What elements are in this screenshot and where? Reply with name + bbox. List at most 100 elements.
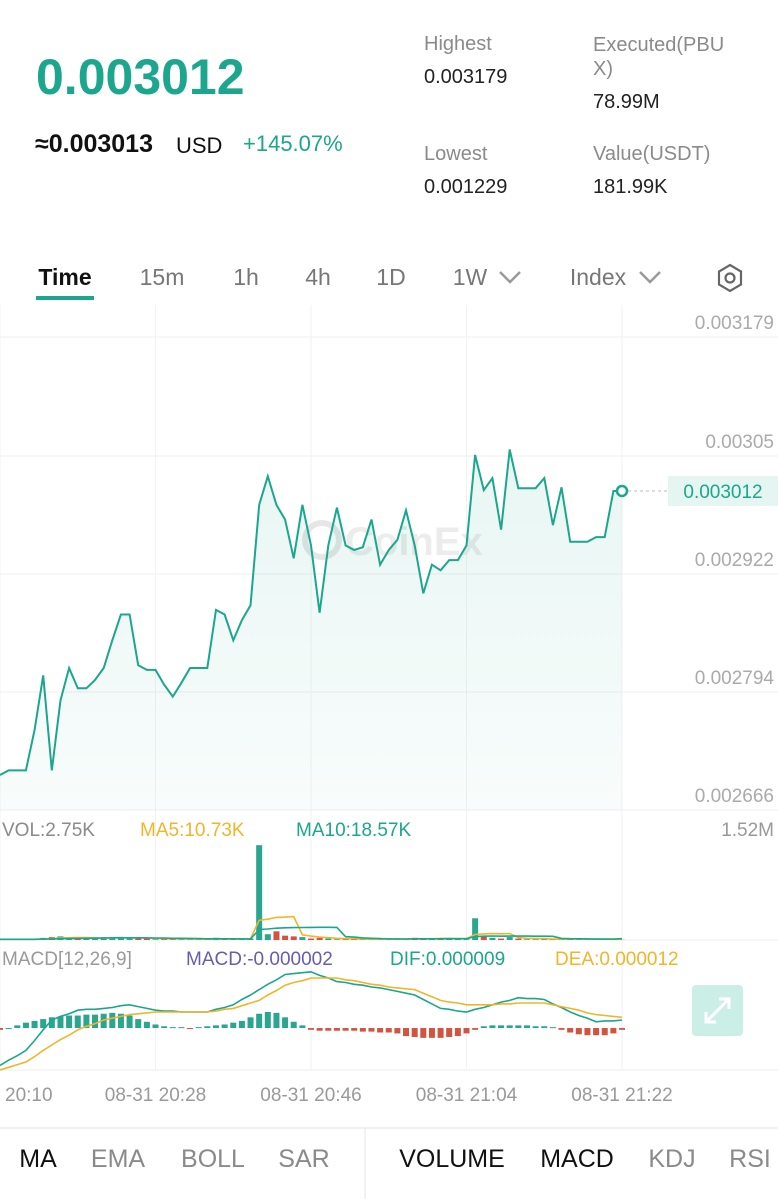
macd-bar bbox=[178, 1027, 185, 1029]
tab[interactable]: 15m bbox=[139, 264, 185, 290]
change: +145.07% bbox=[243, 131, 343, 156]
legend-entry: DIF:0.000009 bbox=[390, 949, 505, 970]
x-tick-label: 08-31 20:28 bbox=[105, 1085, 206, 1106]
volume-bar bbox=[480, 935, 487, 940]
expand-button[interactable] bbox=[692, 985, 743, 1036]
volume-bar bbox=[316, 937, 323, 940]
volume-bar bbox=[489, 937, 496, 940]
macd-bar bbox=[351, 1028, 358, 1031]
macd-bar bbox=[359, 1028, 366, 1032]
last-price-label: 0.003012 bbox=[683, 482, 762, 503]
volume-bar bbox=[135, 937, 142, 940]
macd-bar bbox=[5, 1028, 12, 1030]
macd-bar bbox=[472, 1028, 479, 1030]
dropdown-icon[interactable] bbox=[639, 271, 661, 284]
macd-bar bbox=[411, 1028, 418, 1037]
price-line bbox=[0, 449, 622, 776]
macd-bar bbox=[567, 1028, 574, 1033]
last-price-dot bbox=[615, 484, 629, 498]
y-tick-label: 0.003179 bbox=[695, 313, 774, 334]
macd-bar bbox=[601, 1028, 608, 1036]
indicator-tab[interactable]: MA bbox=[19, 1145, 57, 1173]
indicator-tab[interactable]: SAR bbox=[278, 1145, 330, 1173]
last-price-box bbox=[668, 475, 778, 506]
tab[interactable]: 1W bbox=[452, 264, 488, 290]
settings-icon[interactable] bbox=[717, 263, 743, 293]
macd-bar bbox=[135, 1019, 142, 1029]
legend-entry: DEA:0.000012 bbox=[555, 949, 679, 970]
macd-bar bbox=[221, 1024, 228, 1029]
y-tick-label: 0.00305 bbox=[705, 432, 774, 453]
macd-bar bbox=[377, 1028, 384, 1033]
macd-bar bbox=[282, 1017, 289, 1029]
volume-bar bbox=[506, 937, 513, 940]
volume-bar bbox=[273, 931, 280, 940]
volume-bar bbox=[74, 938, 81, 940]
macd-bar bbox=[40, 1019, 47, 1029]
legend-entry: VOL:2.75K bbox=[2, 820, 95, 841]
macd-line bbox=[0, 977, 623, 1071]
legend-entry: MA5:10.73K bbox=[140, 820, 245, 841]
indicator-tab[interactable]: KDJ bbox=[648, 1145, 696, 1173]
indicator-tab[interactable]: EMA bbox=[90, 1145, 146, 1173]
tab[interactable]: 1h bbox=[233, 264, 259, 290]
tab[interactable]: Index bbox=[569, 264, 627, 290]
macd-bar bbox=[212, 1025, 219, 1029]
macd-bar bbox=[619, 1028, 625, 1030]
macd-bar bbox=[308, 1028, 314, 1030]
volume-bar bbox=[532, 939, 539, 940]
volume-bar bbox=[282, 935, 289, 940]
macd-bar bbox=[385, 1028, 392, 1033]
macd-bar bbox=[541, 1026, 548, 1029]
macd-bar bbox=[299, 1025, 306, 1029]
macd-bar bbox=[506, 1025, 513, 1029]
volume-bar bbox=[109, 937, 116, 940]
volume-bar bbox=[92, 938, 99, 940]
macd-bar bbox=[446, 1028, 453, 1037]
dropdown-icon[interactable] bbox=[499, 271, 521, 284]
tab[interactable]: Time bbox=[38, 264, 92, 290]
y-tick-label: 0.002922 bbox=[695, 550, 774, 571]
macd-bar bbox=[403, 1028, 410, 1037]
macd-bar bbox=[532, 1026, 539, 1029]
macd-bar bbox=[0, 1028, 3, 1030]
tab[interactable]: 1D bbox=[376, 264, 406, 290]
x-tick-label: 08-31 20:46 bbox=[260, 1085, 361, 1106]
macd-bar bbox=[204, 1026, 211, 1029]
indicator-tab[interactable]: RSI bbox=[729, 1145, 771, 1173]
macd-bar bbox=[230, 1022, 237, 1029]
macd-bar bbox=[247, 1017, 254, 1029]
fiat-price: ≈0.003013 bbox=[35, 130, 153, 158]
volume-bar bbox=[117, 937, 124, 940]
macd-bar bbox=[420, 1028, 427, 1038]
macd-bar bbox=[454, 1028, 461, 1037]
x-tick-label: 08-31 21:22 bbox=[571, 1085, 672, 1106]
indicator-tab[interactable]: MACD bbox=[540, 1145, 614, 1173]
macd-bar bbox=[437, 1028, 444, 1038]
tab[interactable]: 4h bbox=[305, 264, 331, 290]
volume-bar bbox=[333, 939, 340, 940]
legend-entry: MACD:-0.000002 bbox=[186, 949, 333, 970]
volume-bar bbox=[169, 939, 176, 940]
volume-bar bbox=[264, 934, 271, 940]
indicator-tab[interactable]: BOLL bbox=[181, 1145, 245, 1173]
macd-bar bbox=[610, 1028, 617, 1034]
volume-bar bbox=[143, 938, 150, 940]
volume-bar bbox=[308, 938, 314, 940]
macd-bar bbox=[558, 1028, 565, 1030]
y-tick-label: 1.52M bbox=[721, 820, 774, 841]
volume-bar bbox=[498, 938, 505, 940]
volume-bar bbox=[325, 938, 332, 940]
macd-bar bbox=[117, 1013, 124, 1029]
macd-bar bbox=[256, 1013, 263, 1029]
macd-bar bbox=[66, 1015, 73, 1029]
volume-bar bbox=[221, 939, 228, 940]
indicator-title: MACD[12,26,9] bbox=[2, 949, 132, 970]
macd-bar bbox=[368, 1028, 375, 1032]
legend-entry: MA10:18.57K bbox=[296, 820, 411, 841]
volume-bar bbox=[256, 845, 263, 940]
macd-bar bbox=[161, 1026, 168, 1029]
stat-value: 78.99M bbox=[593, 91, 660, 113]
indicator-tab[interactable]: VOLUME bbox=[399, 1145, 505, 1173]
